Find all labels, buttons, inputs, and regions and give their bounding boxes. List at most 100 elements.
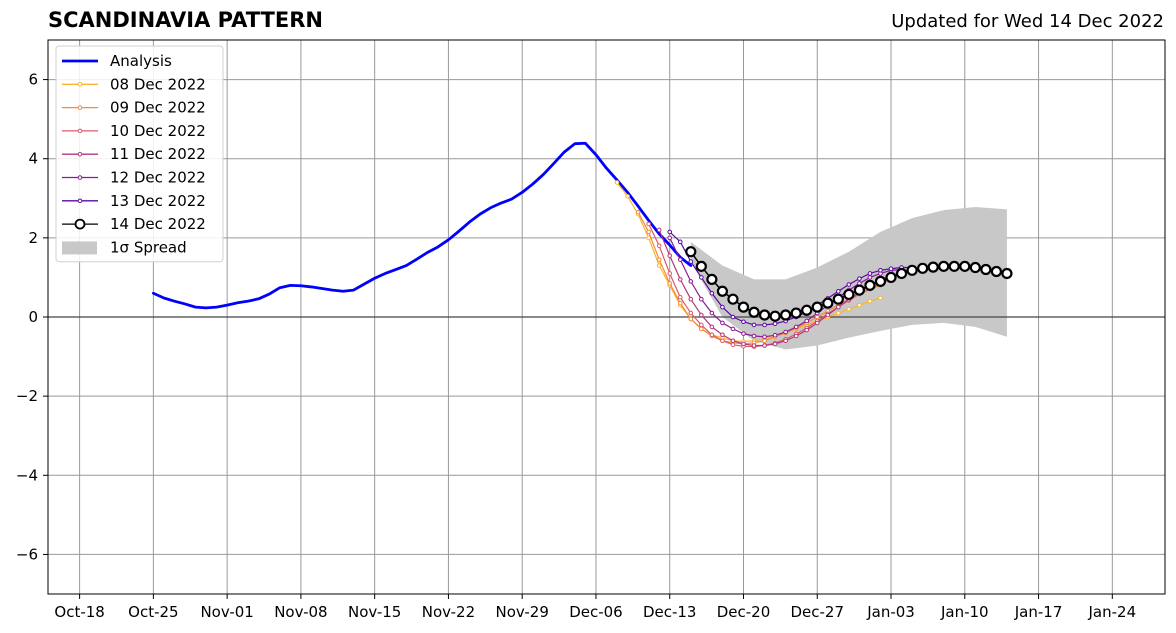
data-point [836, 288, 841, 294]
data-point [709, 332, 715, 338]
data-point [772, 341, 778, 347]
data-point [836, 304, 841, 310]
data-point [614, 180, 620, 185]
data-point [783, 329, 788, 335]
data-point [758, 309, 771, 321]
data-point [885, 271, 897, 284]
data-point [790, 307, 802, 319]
data-point [646, 229, 651, 235]
legend-item: 13 Dec 2022 [62, 192, 206, 210]
data-point [656, 243, 662, 249]
data-point [959, 260, 971, 272]
legend-label: 11 Dec 2022 [110, 145, 206, 163]
forecast-series-14-dec-2022 [685, 246, 1013, 322]
data-point [948, 260, 960, 272]
chart-subtitle: Updated for Wed 14 Dec 2022 [891, 11, 1164, 32]
data-point [730, 342, 736, 348]
data-point [772, 332, 778, 338]
data-point [857, 302, 862, 308]
data-point [737, 301, 750, 313]
x-tick-label: Jan-03 [866, 603, 915, 621]
x-tick-label: Dec-27 [790, 603, 844, 621]
data-point [699, 296, 704, 302]
data-point [980, 263, 992, 276]
legend-marker [77, 82, 83, 87]
x-tick-label: Oct-25 [128, 603, 178, 621]
legend-label: 08 Dec 2022 [110, 75, 206, 93]
legend-marker [77, 175, 83, 180]
data-point [825, 312, 831, 318]
data-point [667, 281, 673, 286]
data-point [846, 282, 852, 287]
data-point [720, 338, 725, 344]
data-point [688, 310, 694, 316]
data-point [677, 277, 683, 282]
data-point [667, 235, 673, 241]
x-tick-label: Oct-18 [54, 603, 104, 621]
forecast-series-13-dec-2022 [667, 229, 915, 328]
legend-marker [77, 128, 83, 134]
data-point [688, 316, 694, 322]
data-point [688, 279, 694, 284]
data-point [857, 276, 862, 281]
data-point [867, 298, 873, 304]
data-point [625, 194, 630, 199]
data-point [772, 321, 778, 327]
legend-label: Analysis [110, 52, 172, 70]
data-point [706, 273, 718, 286]
data-point [695, 260, 707, 272]
data-point [720, 320, 725, 326]
data-point [762, 322, 767, 328]
legend-label: 09 Dec 2022 [110, 99, 206, 117]
data-point [720, 304, 725, 310]
x-tick-label: Nov-08 [274, 603, 327, 621]
data-point [762, 334, 767, 340]
legend-label: 13 Dec 2022 [110, 192, 206, 210]
data-point [751, 343, 757, 348]
x-tick-label: Nov-29 [496, 603, 549, 621]
legend-item: 10 Dec 2022 [62, 122, 206, 140]
data-point [783, 338, 788, 344]
y-tick-label: −4 [16, 466, 38, 484]
data-point [667, 253, 673, 258]
data-point [656, 257, 662, 262]
legend-item: 14 Dec 2022 [62, 215, 206, 233]
legend-box [55, 45, 224, 263]
data-point [646, 221, 651, 227]
legend-marker [77, 105, 83, 110]
data-point [811, 301, 823, 313]
data-point [804, 327, 810, 333]
data-point [741, 319, 746, 325]
data-point [906, 264, 918, 276]
data-point [780, 309, 792, 321]
legend: Analysis 08 Dec 2022 09 Dec 2022 10 Dec 202… [55, 45, 224, 263]
data-point [727, 293, 739, 305]
data-point [801, 304, 813, 316]
data-point [895, 267, 908, 280]
data-point [864, 279, 876, 291]
y-tick-label: −2 [16, 387, 38, 405]
data-point [814, 320, 820, 326]
legend-item: 09 Dec 2022 [62, 99, 206, 117]
data-point [769, 310, 781, 322]
legend-label: 10 Dec 2022 [110, 122, 206, 140]
legend-item: 11 Dec 2022 [62, 145, 206, 163]
analysis-line [151, 141, 693, 310]
data-point [730, 338, 736, 344]
legend-label: 1σ Spread [110, 238, 187, 256]
data-point [938, 260, 950, 272]
data-point [867, 271, 873, 276]
x-tick-label: Dec-20 [717, 603, 771, 621]
x-tick-label: Jan-10 [940, 603, 989, 621]
data-point [751, 333, 757, 339]
data-point [874, 275, 887, 287]
x-tick-label: Jan-24 [1087, 603, 1136, 621]
data-point [814, 314, 820, 320]
data-point [685, 246, 697, 258]
data-point [699, 326, 704, 332]
data-point [688, 296, 694, 302]
data-point [730, 326, 736, 332]
data-point [878, 268, 883, 273]
data-point [656, 227, 662, 233]
